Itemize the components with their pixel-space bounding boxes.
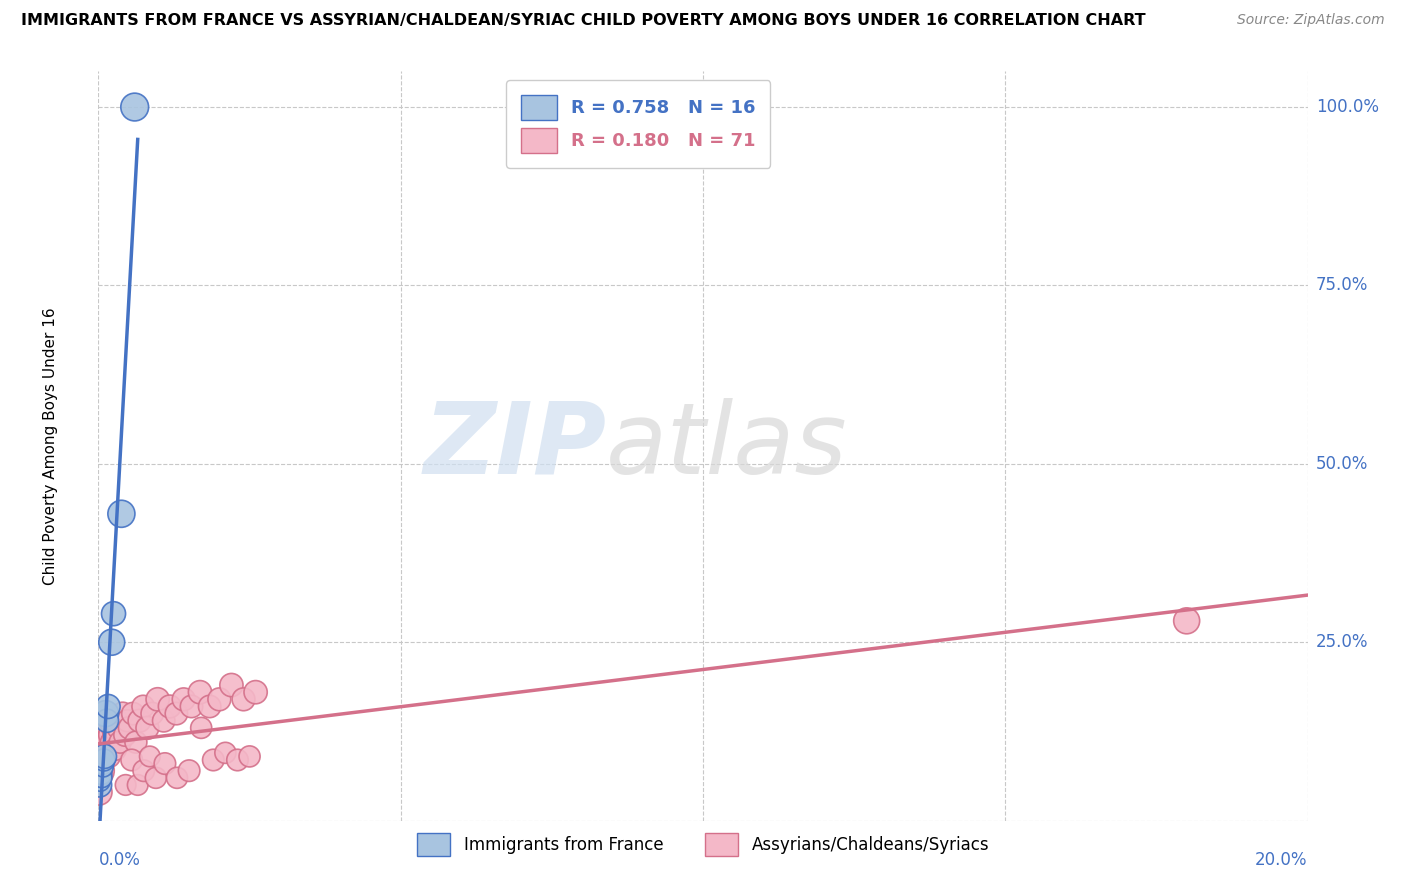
Text: 25.0%: 25.0% xyxy=(1316,633,1368,651)
Point xyxy=(118,721,141,735)
Point xyxy=(208,692,231,706)
Point xyxy=(245,685,267,699)
Point xyxy=(89,774,111,789)
Point xyxy=(90,721,112,735)
Point xyxy=(87,785,110,799)
Point xyxy=(214,746,236,760)
Point xyxy=(91,771,114,785)
Point xyxy=(94,728,117,742)
Point xyxy=(103,728,125,742)
Text: 100.0%: 100.0% xyxy=(1316,98,1379,116)
Point xyxy=(121,753,143,767)
Point xyxy=(136,721,159,735)
Point xyxy=(132,764,155,778)
Point xyxy=(91,728,114,742)
Point xyxy=(146,692,169,706)
Point xyxy=(179,764,201,778)
Point xyxy=(96,749,118,764)
Point xyxy=(122,706,145,721)
Point xyxy=(111,706,134,721)
Point xyxy=(91,735,114,749)
Point xyxy=(89,778,111,792)
Point xyxy=(98,728,121,742)
Point xyxy=(108,735,131,749)
Point xyxy=(127,778,149,792)
Point xyxy=(89,771,111,785)
Point xyxy=(101,721,124,735)
Point xyxy=(90,735,112,749)
Point xyxy=(98,749,121,764)
Point xyxy=(198,699,221,714)
Text: Child Poverty Among Boys Under 16: Child Poverty Among Boys Under 16 xyxy=(42,307,58,585)
Point xyxy=(97,721,120,735)
Point xyxy=(110,507,132,521)
Point xyxy=(180,699,202,714)
Legend: Immigrants from France, Assyrians/Chaldeans/Syriacs: Immigrants from France, Assyrians/Chalde… xyxy=(409,824,997,864)
Point xyxy=(107,721,129,735)
Point xyxy=(141,706,163,721)
Point xyxy=(1175,614,1198,628)
Point xyxy=(128,714,150,728)
Point xyxy=(132,699,155,714)
Point xyxy=(125,735,148,749)
Text: Source: ZipAtlas.com: Source: ZipAtlas.com xyxy=(1237,13,1385,28)
Point xyxy=(97,699,120,714)
Point xyxy=(159,699,181,714)
Point xyxy=(90,771,112,785)
Point xyxy=(94,706,117,721)
Point xyxy=(89,728,111,742)
Point xyxy=(93,746,115,760)
Point xyxy=(202,753,225,767)
Point xyxy=(221,678,243,692)
Point xyxy=(91,756,114,771)
Point xyxy=(90,749,112,764)
Point xyxy=(153,756,176,771)
Point xyxy=(139,749,162,764)
Text: 50.0%: 50.0% xyxy=(1316,455,1368,473)
Point xyxy=(91,760,114,774)
Text: 0.0%: 0.0% xyxy=(98,851,141,869)
Point xyxy=(97,742,120,756)
Point xyxy=(152,714,174,728)
Point xyxy=(96,714,118,728)
Point xyxy=(94,742,117,756)
Point xyxy=(232,692,254,706)
Text: atlas: atlas xyxy=(606,398,848,494)
Point xyxy=(93,753,115,767)
Point xyxy=(87,764,110,778)
Point xyxy=(104,742,127,756)
Point xyxy=(93,721,115,735)
Point xyxy=(145,771,167,785)
Point xyxy=(117,714,139,728)
Point xyxy=(91,756,114,771)
Point xyxy=(103,607,125,621)
Point xyxy=(114,728,136,742)
Point xyxy=(100,635,122,649)
Point xyxy=(96,735,118,749)
Point xyxy=(90,764,112,778)
Point xyxy=(93,749,115,764)
Point xyxy=(87,749,110,764)
Point xyxy=(239,749,262,764)
Point xyxy=(114,778,136,792)
Text: 20.0%: 20.0% xyxy=(1256,851,1308,869)
Point xyxy=(91,742,114,756)
Point xyxy=(90,767,112,781)
Text: 75.0%: 75.0% xyxy=(1316,277,1368,294)
Point xyxy=(173,692,195,706)
Text: IMMIGRANTS FROM FRANCE VS ASSYRIAN/CHALDEAN/SYRIAC CHILD POVERTY AMONG BOYS UNDE: IMMIGRANTS FROM FRANCE VS ASSYRIAN/CHALD… xyxy=(21,13,1146,29)
Point xyxy=(188,685,211,699)
Point xyxy=(100,714,122,728)
Point xyxy=(124,100,146,114)
Point xyxy=(166,771,188,785)
Point xyxy=(100,735,122,749)
Point xyxy=(165,706,187,721)
Point xyxy=(89,742,111,756)
Text: ZIP: ZIP xyxy=(423,398,606,494)
Point xyxy=(96,714,118,728)
Point xyxy=(105,714,128,728)
Point xyxy=(226,753,249,767)
Point xyxy=(89,756,111,771)
Point xyxy=(190,721,212,735)
